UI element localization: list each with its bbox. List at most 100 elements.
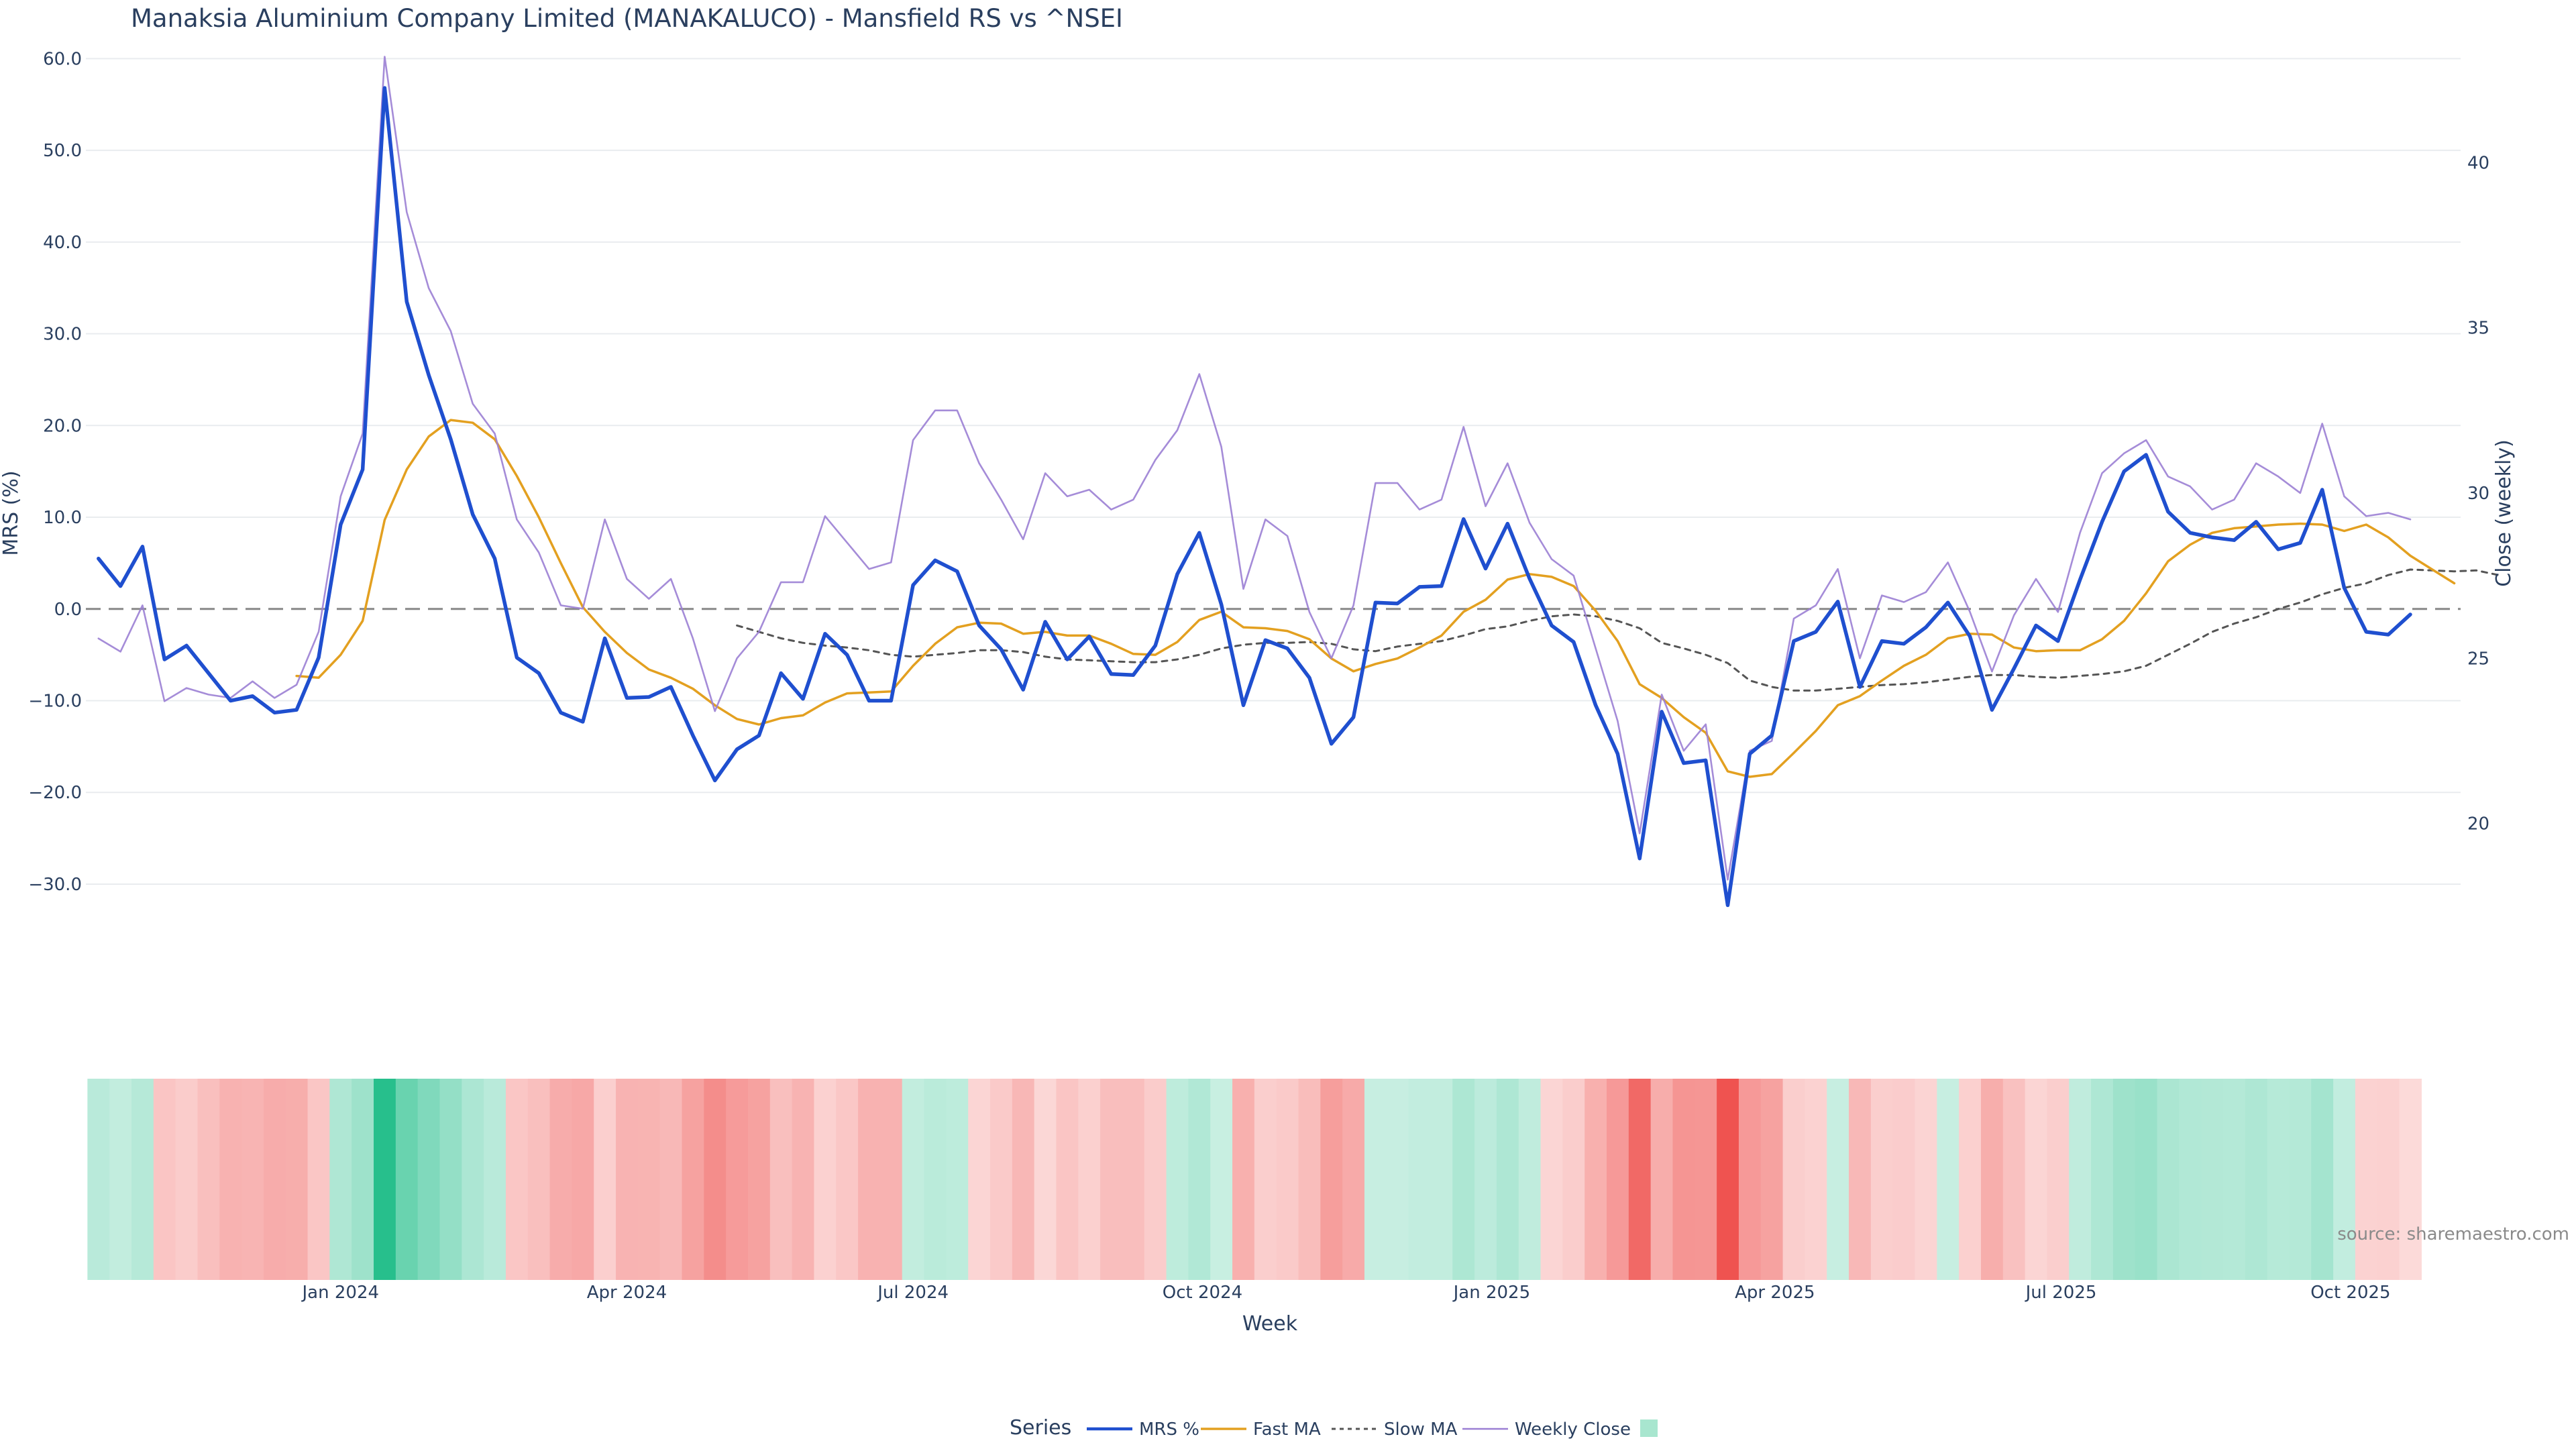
heatmap-cell	[1232, 1079, 1255, 1280]
heatmap-cell	[1276, 1079, 1299, 1280]
y-tick-label: 50.0	[43, 141, 82, 161]
heatmap-cell	[329, 1079, 352, 1280]
heatmap-cell	[1628, 1079, 1652, 1280]
heatmap-cell	[1805, 1079, 1827, 1280]
heatmap-cell	[1892, 1079, 1916, 1280]
heatmap-cell	[2267, 1079, 2290, 1280]
heatmap-cell	[572, 1079, 594, 1280]
chart-title: Manaksia Aluminium Company Limited (MANA…	[131, 4, 1123, 33]
heatmap-cell	[637, 1079, 661, 1280]
heatmap-cell	[858, 1079, 881, 1280]
heatmap-cell	[1607, 1079, 1629, 1280]
heatmap-cell	[682, 1079, 704, 1280]
heatmap-cell	[1452, 1079, 1475, 1280]
heatmap-cell	[1849, 1079, 1872, 1280]
heatmap-cell	[1915, 1079, 1937, 1280]
y2-tick-label: 25	[2467, 649, 2489, 669]
heatmap-cell	[1562, 1079, 1585, 1280]
heatmap-cell	[726, 1079, 749, 1280]
grid-lines	[86, 58, 2461, 885]
x-tick-label: Jan 2025	[1452, 1283, 1531, 1303]
heatmap-cell	[2112, 1079, 2136, 1280]
y-tick-label: 0.0	[54, 600, 82, 620]
heatmap-cell	[505, 1079, 529, 1280]
heatmap-cell	[241, 1079, 264, 1280]
heatmap-cell	[462, 1079, 484, 1280]
y-tick-label: −10.0	[28, 691, 82, 711]
heatmap-cell	[1430, 1079, 1453, 1280]
heatmap-cell	[2333, 1079, 2356, 1280]
x-tick-label: Jul 2024	[876, 1283, 949, 1303]
heatmap-cell	[1254, 1079, 1277, 1280]
heatmap-cell	[263, 1079, 286, 1280]
y-axis-title: MRS (%)	[0, 470, 23, 555]
heatmap-cell	[439, 1079, 462, 1280]
heatmap-cell	[1540, 1079, 1563, 1280]
heatmap-cell	[1827, 1079, 1849, 1280]
heatmap-cell	[924, 1079, 947, 1280]
heatmap-cell	[1870, 1079, 1894, 1280]
heatmap-cell	[1650, 1079, 1674, 1280]
x-axis-ticks: Jan 2024 Apr 2024 Jul 2024 Oct 2024 Jan 2025…	[301, 1283, 2391, 1303]
y-tick-label: 40.0	[43, 233, 82, 253]
heatmap-cell	[2223, 1079, 2246, 1280]
legend-title: Series	[1010, 1416, 1071, 1440]
y-tick-label: 30.0	[43, 325, 82, 345]
heatmap-cell	[1320, 1079, 1343, 1280]
heatmap-cell	[307, 1079, 330, 1280]
series-line-mrs	[97, 86, 2412, 908]
heatmap-cell	[879, 1079, 903, 1280]
heatmap-cell	[2289, 1079, 2312, 1280]
heatmap-cell	[2201, 1079, 2224, 1280]
heatmap-cell	[1496, 1079, 1519, 1280]
heatmap-cell	[1364, 1079, 1387, 1280]
source-label: source: sharemaestro.com	[2337, 1224, 2569, 1244]
heatmap-cell	[374, 1079, 396, 1280]
heatmap-cell	[2025, 1079, 2048, 1280]
heatmap-cell	[1386, 1079, 1409, 1280]
x-tick-label: Apr 2024	[587, 1283, 667, 1303]
legend-item-label: MRS %	[1139, 1419, 1199, 1440]
heatmap-cell	[616, 1079, 639, 1280]
heatmap-cell	[1144, 1079, 1167, 1280]
heatmap-cell	[704, 1079, 727, 1280]
x-tick-label: Jan 2024	[301, 1283, 380, 1303]
y2-axis-ticks: 40 35 30 25 20	[2467, 153, 2489, 834]
heatmap-cell	[769, 1079, 793, 1280]
heatmap-cell	[1695, 1079, 1717, 1280]
series-line-weekly-close	[97, 56, 2412, 881]
heatmap-cell	[1717, 1079, 1739, 1280]
heatmap-cell	[1408, 1079, 1432, 1280]
heatmap-cell	[395, 1079, 419, 1280]
heatmap-cell	[1585, 1079, 1607, 1280]
heatmap-cell	[2377, 1079, 2400, 1280]
heatmap-strip	[87, 1079, 2422, 1280]
heatmap-cell	[792, 1079, 815, 1280]
heatmap-cell	[1056, 1079, 1079, 1280]
heatmap-cell	[285, 1079, 309, 1280]
heatmap-cell	[1959, 1079, 1982, 1280]
heatmap-cell	[659, 1079, 683, 1280]
heatmap-cell	[1518, 1079, 1542, 1280]
heatmap-cell	[109, 1079, 132, 1280]
y-tick-label: 60.0	[43, 49, 82, 69]
heatmap-cell	[527, 1079, 551, 1280]
heatmap-cell	[87, 1079, 110, 1280]
heatmap-cell	[902, 1079, 925, 1280]
x-tick-label: Oct 2025	[2310, 1283, 2390, 1303]
heatmap-cell	[1672, 1079, 1695, 1280]
x-tick-label: Oct 2024	[1163, 1283, 1242, 1303]
heatmap-cell	[1342, 1079, 1365, 1280]
heatmap-cell	[1474, 1079, 1497, 1280]
series-lines	[97, 56, 2500, 908]
heatmap-cell	[2157, 1079, 2180, 1280]
heatmap-cell	[990, 1079, 1013, 1280]
heatmap-cell	[1298, 1079, 1321, 1280]
heatmap-cell	[2002, 1079, 2026, 1280]
heatmap-cell	[197, 1079, 220, 1280]
heatmap-cell	[2245, 1079, 2268, 1280]
legend: Series MRS % Fast MA Slow MA Weekly Close	[1010, 1416, 1658, 1440]
y-axis-ticks: 60.0 50.0 40.0 30.0 20.0 10.0 0.0 −10.0 −20.0 −30…	[28, 49, 82, 895]
heatmap-cell	[1210, 1079, 1233, 1280]
